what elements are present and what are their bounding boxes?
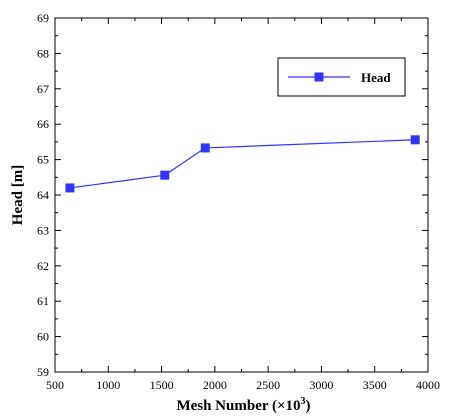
legend: Head	[277, 57, 406, 97]
data-point-marker	[160, 170, 170, 180]
y-tick-label: 66	[37, 117, 49, 131]
y-tick-label: 59	[37, 365, 49, 379]
axis-ticks: 500 1000 1500 2000 2500 3000 3500 4000 59 60 61 62 6…	[37, 11, 440, 392]
x-axis-label-tail: )	[306, 398, 311, 414]
y-tick-label: 64	[37, 188, 49, 202]
y-tick-label: 63	[37, 223, 49, 237]
x-tick-label: 1000	[96, 378, 120, 392]
data-point-marker	[410, 135, 420, 145]
legend-label: Head	[361, 70, 391, 85]
x-tick-label: 1500	[150, 378, 174, 392]
x-tick-label: 500	[46, 378, 64, 392]
y-tick-label: 62	[37, 259, 49, 273]
data-point-marker	[200, 143, 210, 153]
x-axis-label-superscript: 3	[301, 396, 306, 407]
x-axis-label-main: Mesh Number (×10	[176, 398, 300, 414]
data-point-marker	[65, 183, 75, 193]
y-tick-label: 67	[37, 82, 49, 96]
y-tick-label: 69	[37, 11, 49, 25]
x-tick-label: 3000	[309, 378, 333, 392]
series-layer	[65, 135, 420, 193]
x-tick-label: 2500	[256, 378, 280, 392]
legend-marker	[314, 72, 324, 82]
y-tick-label: 68	[37, 46, 49, 60]
x-axis-label: Mesh Number (×103)	[176, 396, 310, 414]
y-tick-label: 61	[37, 294, 49, 308]
x-tick-label: 4000	[416, 378, 440, 392]
x-tick-label: 2000	[203, 378, 227, 392]
y-tick-label: 60	[37, 330, 49, 344]
x-tick-label: 3500	[363, 378, 387, 392]
y-axis-label: Head [m]	[10, 165, 26, 225]
series-line-head	[69, 139, 416, 189]
y-tick-label: 65	[37, 153, 49, 167]
